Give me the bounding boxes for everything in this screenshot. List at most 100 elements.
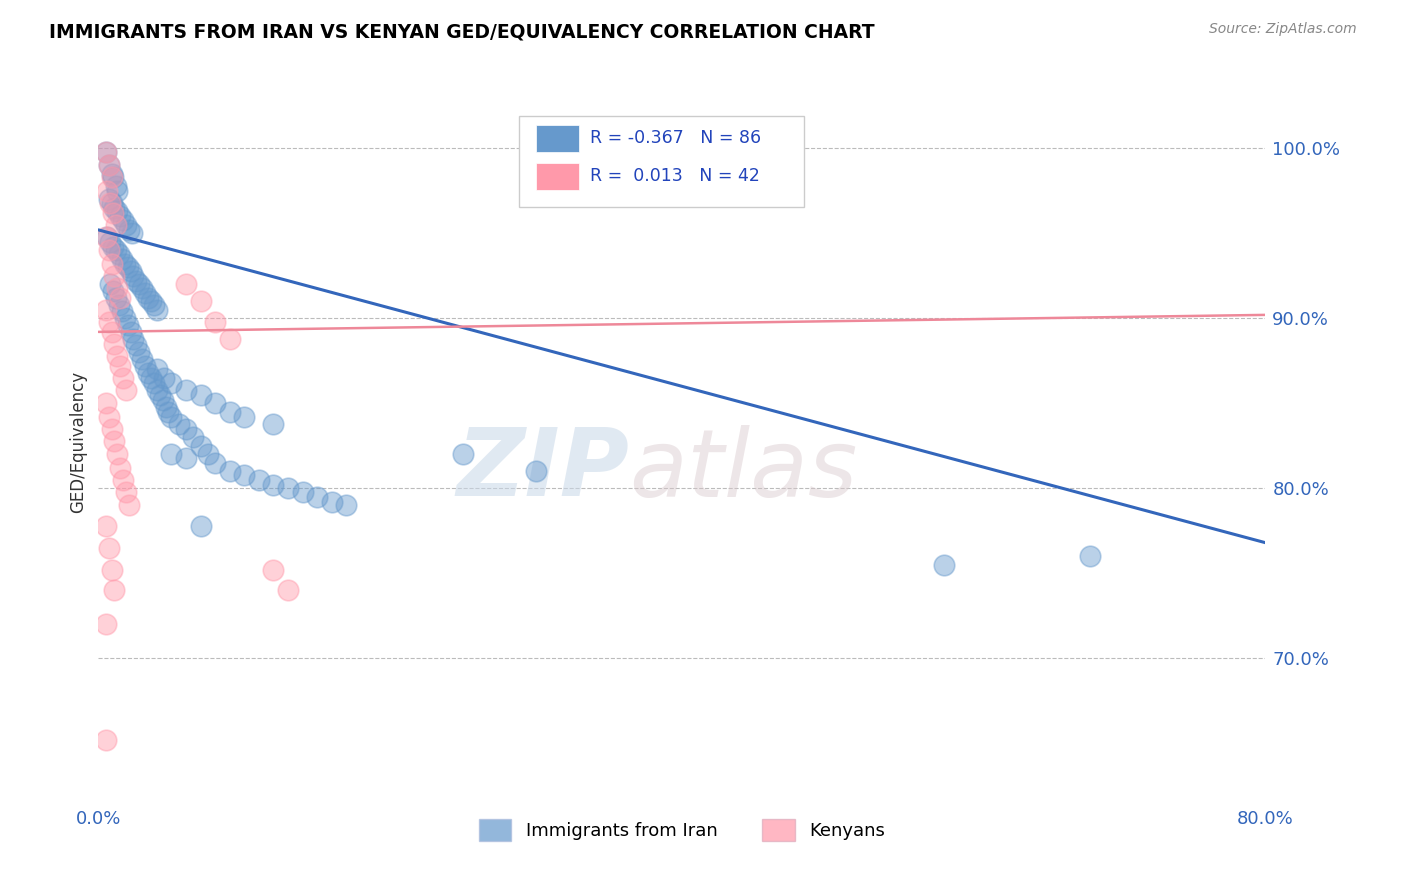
- Point: [101, 170, 124, 185]
- Point: [128, 345, 150, 359]
- Point: [122, 332, 145, 346]
- Point: [104, 291, 127, 305]
- Point: [110, 359, 132, 373]
- Point: [105, 349, 128, 363]
- Point: [118, 498, 141, 512]
- Point: [104, 178, 127, 193]
- Point: [96, 229, 118, 244]
- Point: [174, 450, 197, 465]
- Point: [97, 244, 120, 258]
- Point: [100, 325, 122, 339]
- Point: [100, 257, 122, 271]
- Point: [101, 240, 124, 254]
- Point: [174, 277, 197, 292]
- Point: [218, 464, 240, 478]
- Y-axis label: GED/Equivalency: GED/Equivalency: [69, 370, 87, 513]
- Point: [115, 383, 138, 397]
- Point: [111, 304, 134, 318]
- Point: [100, 167, 122, 181]
- Text: R =  0.013   N = 42: R = 0.013 N = 42: [589, 168, 759, 186]
- Point: [101, 206, 124, 220]
- Point: [120, 263, 142, 277]
- Point: [114, 257, 136, 271]
- Point: [524, 464, 547, 478]
- Point: [110, 461, 132, 475]
- Point: [100, 195, 122, 210]
- Point: [105, 447, 128, 461]
- Point: [277, 583, 299, 598]
- Point: [134, 285, 156, 300]
- Point: [111, 252, 134, 266]
- Point: [94, 617, 117, 632]
- Point: [174, 383, 197, 397]
- Point: [139, 294, 162, 309]
- Point: [100, 422, 122, 436]
- Point: [105, 204, 128, 219]
- Point: [110, 209, 132, 223]
- Point: [118, 223, 141, 237]
- Text: Source: ZipAtlas.com: Source: ZipAtlas.com: [1209, 22, 1357, 37]
- Point: [97, 158, 120, 172]
- Point: [121, 227, 143, 241]
- Point: [277, 481, 299, 495]
- Point: [115, 484, 138, 499]
- Point: [262, 563, 284, 577]
- Point: [97, 315, 120, 329]
- Point: [125, 274, 148, 288]
- Point: [103, 336, 125, 351]
- Point: [125, 338, 148, 352]
- Point: [149, 388, 172, 402]
- Point: [131, 352, 153, 367]
- Point: [152, 392, 174, 407]
- Point: [131, 281, 153, 295]
- Point: [94, 302, 117, 317]
- Point: [160, 376, 183, 390]
- Point: [97, 192, 120, 206]
- Point: [157, 405, 180, 419]
- Text: atlas: atlas: [630, 425, 858, 516]
- Point: [110, 291, 132, 305]
- Point: [204, 456, 226, 470]
- FancyBboxPatch shape: [536, 163, 579, 190]
- Point: [94, 145, 117, 159]
- Point: [105, 281, 128, 295]
- Point: [139, 371, 162, 385]
- Point: [114, 311, 136, 326]
- Point: [103, 583, 125, 598]
- Point: [134, 359, 156, 373]
- Point: [174, 422, 197, 436]
- Point: [112, 473, 135, 487]
- Point: [233, 467, 256, 482]
- Point: [307, 490, 329, 504]
- Point: [98, 195, 121, 210]
- Point: [451, 447, 474, 461]
- Point: [146, 383, 169, 397]
- Point: [108, 246, 131, 260]
- Point: [104, 244, 127, 258]
- Point: [262, 478, 284, 492]
- Point: [142, 298, 165, 312]
- Point: [146, 302, 169, 317]
- Legend: Immigrants from Iran, Kenyans: Immigrants from Iran, Kenyans: [471, 812, 893, 848]
- Point: [128, 277, 150, 292]
- Point: [94, 145, 117, 159]
- Point: [204, 315, 226, 329]
- Point: [190, 439, 212, 453]
- Point: [94, 229, 117, 244]
- Point: [190, 388, 212, 402]
- Point: [97, 541, 120, 555]
- Point: [142, 376, 165, 390]
- Point: [181, 430, 204, 444]
- Point: [247, 473, 270, 487]
- Point: [100, 170, 122, 185]
- Point: [167, 417, 190, 431]
- Point: [94, 732, 117, 747]
- Point: [103, 201, 125, 215]
- Point: [146, 362, 169, 376]
- Point: [190, 294, 212, 309]
- Point: [136, 291, 159, 305]
- Point: [120, 325, 142, 339]
- Point: [204, 396, 226, 410]
- Point: [108, 298, 131, 312]
- Point: [155, 400, 177, 414]
